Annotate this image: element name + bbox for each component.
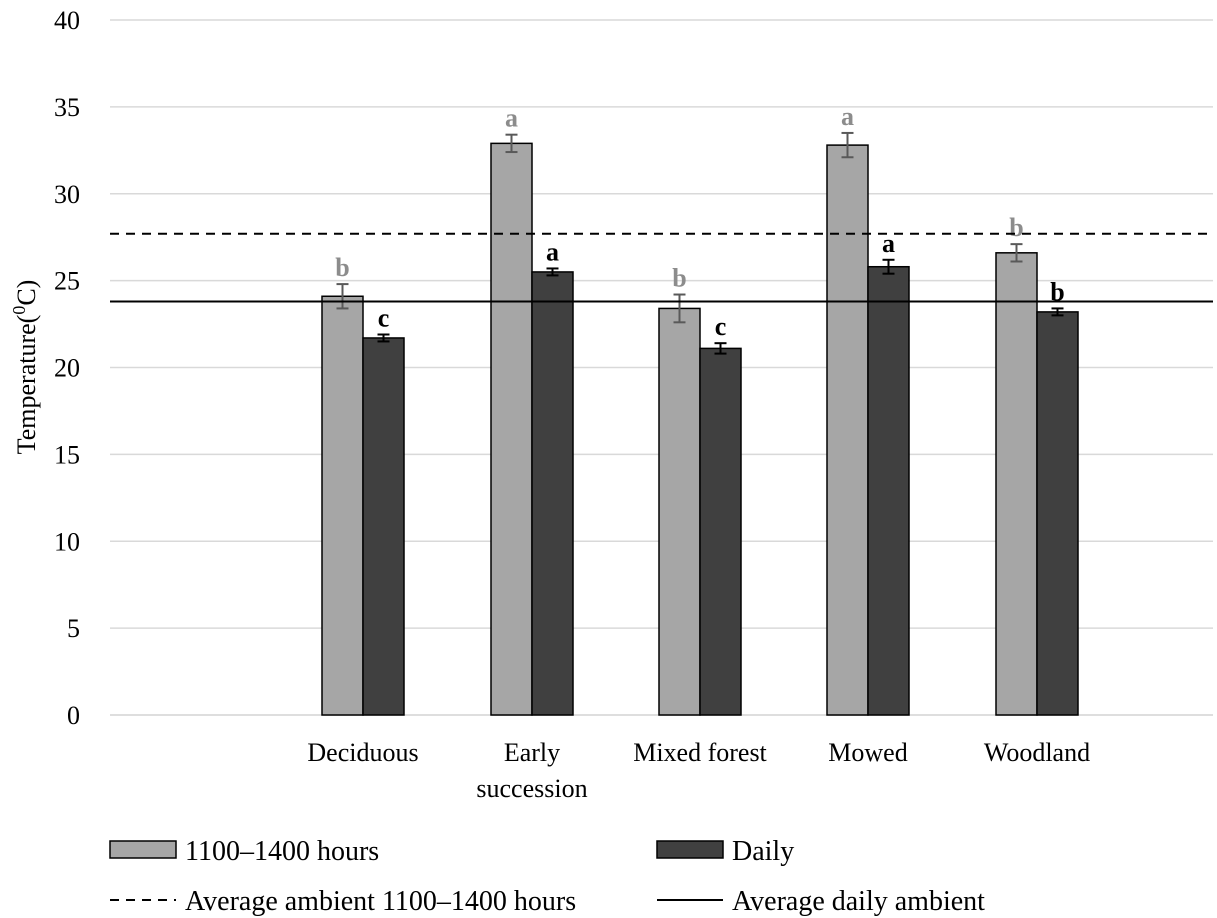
- bar-1100-1400: [996, 253, 1037, 715]
- y-tick-label: 30: [54, 180, 80, 209]
- significance-letter: a: [505, 104, 518, 133]
- y-tick-label: 0: [67, 701, 80, 730]
- bar-1100-1400: [491, 143, 532, 715]
- category-labels: Deciduous Early succession Mixed forest Mowe…: [307, 738, 1090, 803]
- y-tick-label: 35: [54, 93, 80, 122]
- significance-letter: c: [715, 312, 727, 341]
- legend-label: Daily: [732, 836, 794, 867]
- bar-1100-1400: [322, 296, 363, 715]
- y-tick-label: 15: [54, 440, 80, 469]
- category-label: Mixed forest: [633, 738, 767, 767]
- legend: 1100–1400 hours Daily Average ambient 1100…: [110, 836, 985, 917]
- bar-daily: [868, 267, 909, 715]
- bar-daily: [700, 348, 741, 715]
- legend-item-daily-ambient: Average daily ambient: [657, 886, 985, 917]
- legend-label: Average ambient 1100–1400 hours: [185, 886, 576, 917]
- legend-item-ambient-1100-1400: Average ambient 1100–1400 hours: [110, 886, 576, 917]
- significance-letter: a: [841, 102, 854, 131]
- y-axis-label: Temperature(0C): [9, 280, 41, 455]
- bar-1100-1400: [827, 145, 868, 715]
- y-tick-label: 5: [67, 614, 80, 643]
- significance-letter: b: [1009, 213, 1023, 242]
- y-axis-ticks: 0 5 10 15 20 25 30 35 40: [54, 6, 80, 730]
- legend-label: 1100–1400 hours: [185, 836, 379, 867]
- bar-daily: [363, 338, 404, 715]
- bar-daily: [532, 272, 573, 715]
- significance-letter: b: [335, 253, 349, 282]
- y-tick-label: 10: [54, 527, 80, 556]
- y-tick-label: 20: [54, 354, 80, 383]
- bar-daily: [1037, 312, 1078, 715]
- y-axis-label-text: Temperature: [12, 323, 41, 454]
- legend-item-1100-1400: 1100–1400 hours: [110, 836, 379, 867]
- y-tick-label: 40: [54, 6, 80, 35]
- significance-letter: a: [546, 237, 559, 266]
- significance-letter: b: [672, 264, 686, 293]
- category-label: Deciduous: [307, 738, 418, 767]
- legend-label: Average daily ambient: [732, 886, 985, 917]
- bar-1100-1400: [659, 308, 700, 715]
- y-tick-label: 25: [54, 267, 80, 296]
- category-label: Early succession: [476, 738, 587, 803]
- significance-letter: c: [378, 303, 390, 332]
- category-label: Woodland: [984, 738, 1090, 767]
- reference-lines: [110, 234, 1213, 302]
- legend-swatch: [110, 841, 176, 858]
- legend-swatch: [657, 841, 723, 858]
- category-label: Mowed: [828, 738, 907, 767]
- legend-item-daily: Daily: [657, 836, 794, 867]
